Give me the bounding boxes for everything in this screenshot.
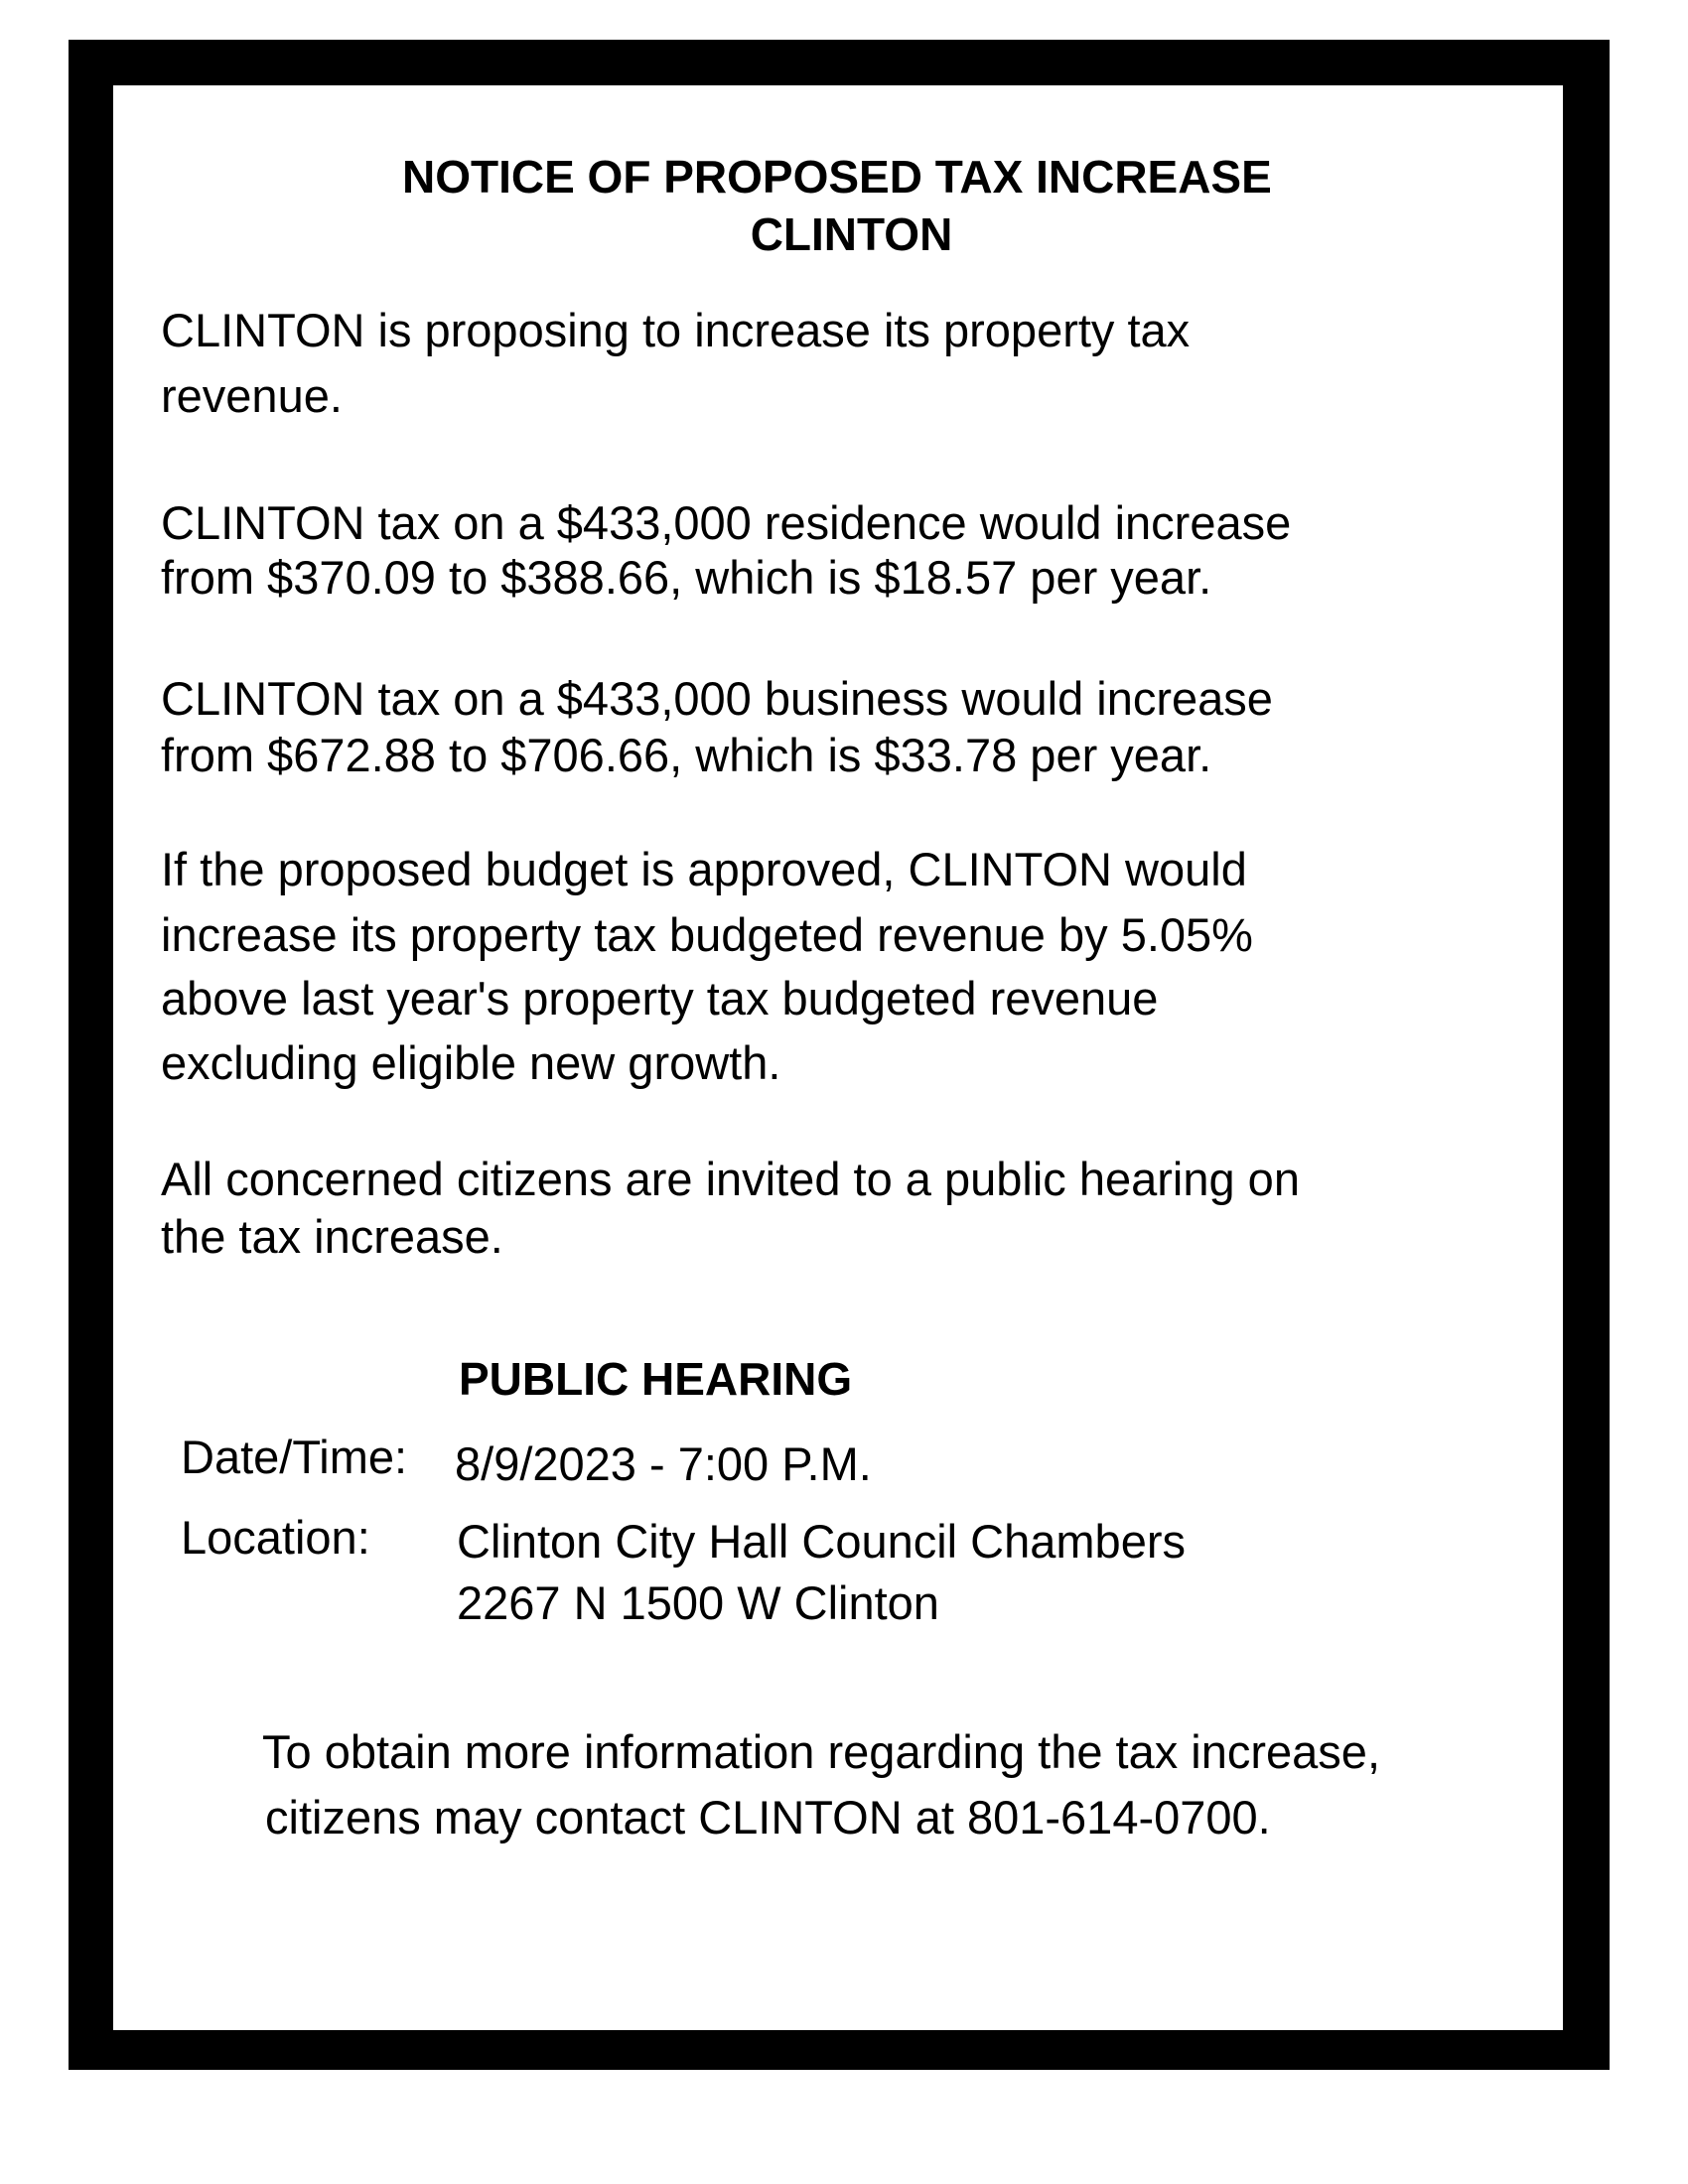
hearing-heading: PUBLIC HEARING (459, 1353, 853, 1405)
footer-line: citizens may contact CLINTON at 801-614-… (265, 1791, 1271, 1843)
notice-panel (113, 85, 1563, 2030)
paragraph-line: If the proposed budget is approved, CLIN… (161, 843, 1247, 895)
paragraph-line: revenue. (161, 369, 343, 422)
footer-line: To obtain more information regarding the… (262, 1725, 1381, 1778)
notice-title-entity: CLINTON (750, 208, 953, 260)
paragraph-line: All concerned citizens are invited to a … (161, 1153, 1300, 1205)
paragraph-line: the tax increase. (161, 1210, 503, 1263)
paragraph-line: from $370.09 to $388.66, which is $18.57… (161, 551, 1212, 604)
date-label: Date/Time: (181, 1431, 408, 1483)
date-value: 8/9/2023 - 7:00 P.M. (455, 1437, 872, 1490)
paragraph-line: increase its property tax budgeted reven… (161, 908, 1253, 961)
notice-title: NOTICE OF PROPOSED TAX INCREASE (402, 151, 1272, 203)
location-label: Location: (181, 1511, 370, 1564)
paragraph-line: CLINTON is proposing to increase its pro… (161, 304, 1191, 356)
paragraph-line: excluding eligible new growth. (161, 1036, 781, 1089)
location-line: 2267 N 1500 W Clinton (457, 1576, 939, 1629)
location-line: Clinton City Hall Council Chambers (457, 1515, 1186, 1568)
paragraph-line: from $672.88 to $706.66, which is $33.78… (161, 729, 1212, 781)
paragraph-line: CLINTON tax on a $433,000 residence woul… (161, 496, 1292, 549)
paragraph-line: CLINTON tax on a $433,000 business would… (161, 672, 1273, 725)
paragraph-line: above last year's property tax budgeted … (161, 972, 1159, 1024)
